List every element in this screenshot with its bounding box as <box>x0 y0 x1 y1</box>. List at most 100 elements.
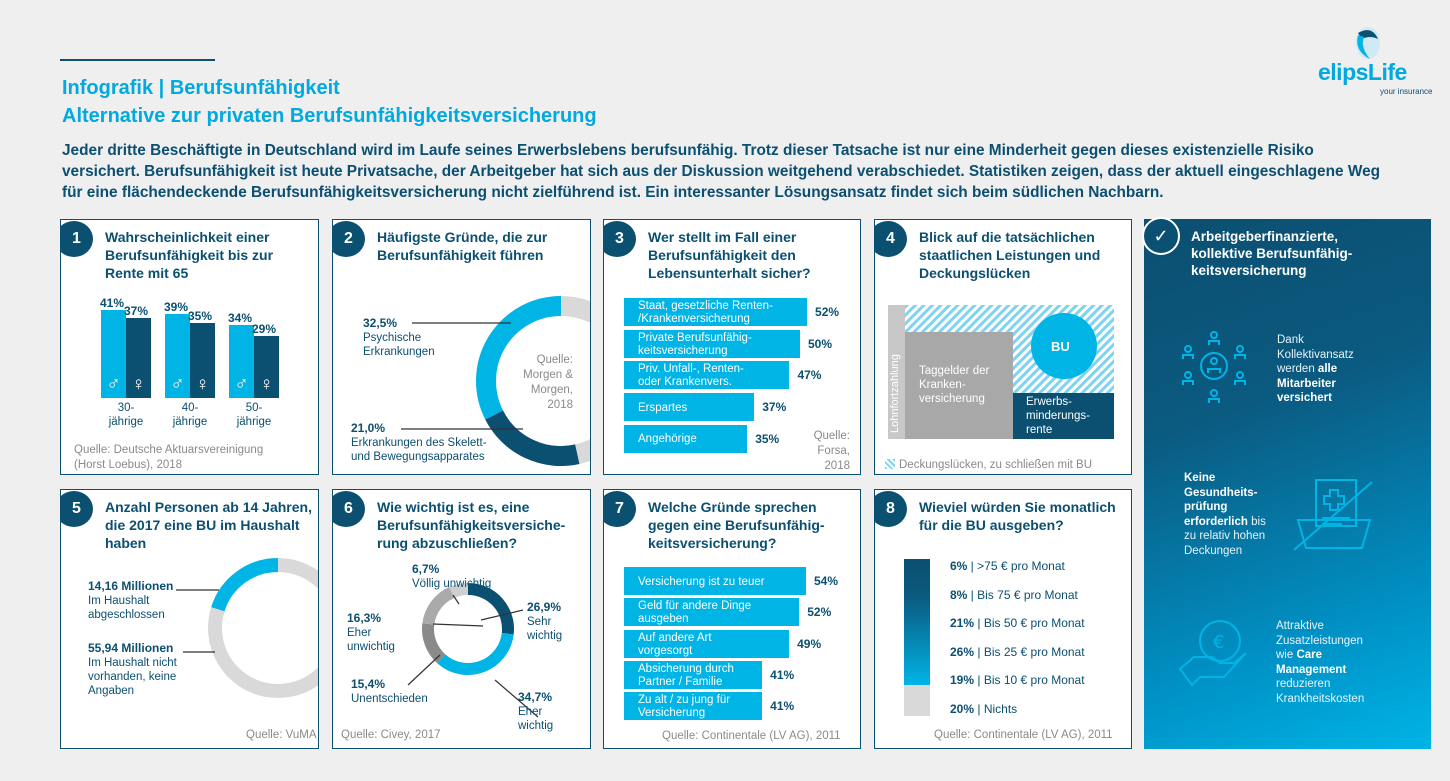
legend-text: Deckungslücken, zu schließen mit BU <box>899 459 1093 471</box>
x-tick-label: 30- jährige <box>108 402 144 428</box>
text-bold: alle Mitarbeiter versichert <box>1277 363 1338 404</box>
legend-item: 20% | Nichts <box>950 702 1017 716</box>
value: 15,4% <box>351 677 386 691</box>
donut-slice <box>211 558 279 612</box>
text-bold: Care Management <box>1276 649 1347 676</box>
data-label: 37% <box>124 304 149 319</box>
panel-5: 5 Anzahl Personen ab 14 Jahren, die 2017… <box>60 489 319 749</box>
panel-title: Blick auf die tatsächlichen staatlichen … <box>919 229 1101 281</box>
panel-title: Häufigste Gründe, die zur Berufsunfähigk… <box>377 229 548 263</box>
source: Quelle: Civey, 2017 <box>341 729 441 741</box>
source: Quelle: Forsa, 2018 <box>813 430 850 472</box>
bar-paid <box>904 559 930 685</box>
separator: | <box>967 587 978 602</box>
team-network-icon <box>1182 331 1246 403</box>
value: 26% <box>950 644 975 659</box>
panel-number: 4 <box>875 221 907 257</box>
intro-line: Jeder dritte Beschäftigte in Deutschland… <box>62 142 1314 159</box>
bar: ♂ <box>101 309 126 398</box>
label-abgeschlossen: 14,16 Millionen Im Haushalt abgeschlossen <box>88 579 173 622</box>
value: 14,16 Millionen <box>88 579 174 593</box>
data-label: 34% <box>228 310 253 325</box>
data-label: 50% <box>808 336 833 351</box>
coverage-diagram <box>888 305 1114 439</box>
intro-line: versichert. Berufsunfähigkeit ist heute … <box>62 163 1381 180</box>
data-label: 39% <box>164 300 189 315</box>
data-label: 35% <box>188 308 213 323</box>
source: Quelle: VuMA <box>246 729 317 741</box>
source: Quelle: Continentale (LV AG), 2011 <box>934 729 1113 741</box>
text: reduzieren Krankheitskosten <box>1276 678 1365 705</box>
euro-hand-icon: € <box>1178 620 1247 687</box>
benefit-care-management: Attraktive Zusatzleistungen wie Care Man… <box>1276 619 1371 706</box>
value: 21,0% <box>351 421 386 435</box>
donut-slice <box>467 583 514 635</box>
donut-slice <box>476 296 562 420</box>
category: Eher unwichtig <box>347 627 395 653</box>
page-subtitle: Alternative zur privaten Berufsunfähigke… <box>62 105 597 127</box>
legend-item: 19% | Bis 10 € pro Monat <box>950 673 1085 687</box>
erwerbsminderungsrente-block <box>1013 393 1114 439</box>
x-tick-label: 40- jährige <box>172 402 208 428</box>
donut-slice <box>422 587 455 626</box>
label-nicht-vorhanden: 55,94 Millionen Im Haushalt nicht vorhand… <box>88 641 177 698</box>
data-label: 47% <box>797 368 822 383</box>
separator: | <box>974 702 984 716</box>
data-label: 35% <box>755 431 780 446</box>
data-label: 37% <box>762 400 787 415</box>
value: 26,9% <box>527 600 562 614</box>
bar: Angehörige <box>624 424 748 453</box>
panel-number: 8 <box>875 491 907 527</box>
bar-nothing <box>904 684 930 716</box>
separator: | <box>974 673 984 688</box>
panel-title: Wer stellt im Fall einer Berufsunfähigke… <box>648 229 811 281</box>
panel-number: 7 <box>604 491 636 527</box>
value: 6,7% <box>412 562 440 576</box>
leader-line <box>494 679 539 718</box>
leader-line <box>480 609 524 621</box>
bar: ♂ <box>229 324 254 398</box>
intro-text: Jeder dritte Beschäftigte in Deutschland… <box>62 140 1380 203</box>
donut-slice <box>208 558 318 698</box>
category: Eher wichtig <box>518 706 554 732</box>
intro-line: für eine flächendeckende Berufsunfähigke… <box>62 184 1164 201</box>
label-sehr-wichtig: 26,9% Sehr wichtig <box>527 600 562 643</box>
panel-1: 1 Wahrscheinlichkeit einer Berufsunfähig… <box>60 219 319 475</box>
category: Im Haushalt nicht vorhanden, keine Angab… <box>88 657 177 697</box>
data-label: 41% <box>770 699 795 714</box>
data-label: 52% <box>815 305 840 319</box>
text: Dank Kollektivansatz werden <box>1277 334 1354 375</box>
category: Erkrankungen des Skelett- und Bewegungsa… <box>351 437 487 463</box>
gender-icon: ♀ <box>195 374 210 395</box>
value: 34,7% <box>518 690 553 704</box>
bar: Private Berufsunfähig- keitsversicherung <box>624 329 800 358</box>
taggelder-label: Taggelder der Kranken- versicherung <box>919 365 990 405</box>
category: Bis 50 € pro Monat <box>983 616 1085 631</box>
bar: Erspartes <box>624 393 755 422</box>
bar: ♂ <box>165 314 190 398</box>
gender-icon: ♀ <box>259 373 274 395</box>
category: Sehr wichtig <box>527 616 563 642</box>
category: Im Haushalt abgeschlossen <box>88 595 165 621</box>
bar: Absicherung durch Partner / Familie <box>624 660 763 689</box>
category: >75 € pro Monat <box>977 559 1065 573</box>
value: 6% <box>950 559 968 573</box>
panel-number: 1 <box>61 221 93 257</box>
category: Bis 10 € pro Monat <box>983 673 1085 688</box>
text-bold: Keine Gesundheits-prüfung erforderlich <box>1184 472 1258 528</box>
category: Bis 25 € pro Monat <box>983 644 1085 659</box>
donut-slice <box>449 583 469 599</box>
bar: ♀ <box>254 335 279 398</box>
bar: ♀ <box>126 318 151 398</box>
bar: Auf andere Art vorgesorgt <box>624 629 790 658</box>
donut-chart-reasons <box>401 296 590 466</box>
label-skelett: 21,0% Erkrankungen des Skelett- und Beweg… <box>351 421 487 464</box>
value: 21% <box>950 616 975 631</box>
value: 19% <box>950 673 975 688</box>
checkmark-icon: ✓ <box>1142 217 1180 255</box>
gender-icon: ♂ <box>170 373 185 395</box>
logo-tagline: your insurance <box>1380 87 1433 96</box>
donut-slice <box>422 623 446 664</box>
value: 55,94 Millionen <box>88 641 174 655</box>
bar: Geld für andere Dinge ausgeben <box>624 598 800 627</box>
